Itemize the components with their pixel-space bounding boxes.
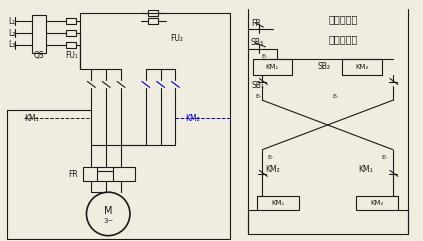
Text: KM₂: KM₂ — [371, 200, 384, 206]
Bar — [32, 15, 46, 53]
Text: L₂: L₂ — [8, 28, 16, 38]
Text: L₃: L₃ — [8, 40, 16, 49]
Text: FU₁: FU₁ — [66, 51, 79, 60]
Bar — [253, 59, 292, 74]
Text: SB₃: SB₃ — [250, 38, 264, 47]
Text: KM₁: KM₁ — [272, 200, 285, 206]
Text: 3~: 3~ — [103, 218, 113, 224]
Text: L₁: L₁ — [8, 17, 16, 26]
Text: M: M — [104, 206, 113, 216]
Text: E-: E- — [255, 94, 261, 99]
Text: E-: E- — [332, 94, 339, 99]
Bar — [66, 18, 76, 24]
Bar — [148, 18, 158, 24]
Text: KM₁: KM₁ — [24, 114, 39, 122]
Bar — [343, 59, 382, 74]
Text: KM₂: KM₂ — [185, 114, 200, 122]
Text: 正反转控制: 正反转控制 — [329, 34, 358, 44]
Text: KM₂: KM₂ — [265, 165, 280, 174]
Text: QS: QS — [34, 51, 44, 60]
Text: FR: FR — [252, 19, 261, 28]
Text: KM₂: KM₂ — [356, 64, 369, 70]
Text: 双重互锁的: 双重互锁的 — [329, 14, 358, 24]
Bar — [356, 196, 398, 210]
Bar — [258, 196, 299, 210]
Bar — [66, 42, 76, 48]
Text: SB₁: SB₁ — [252, 81, 264, 90]
Bar — [148, 10, 158, 16]
Text: FR: FR — [68, 170, 77, 179]
Text: KM₁: KM₁ — [358, 165, 373, 174]
Bar — [83, 167, 135, 181]
Bar — [66, 30, 76, 36]
Text: E-: E- — [267, 155, 274, 160]
Text: SB₂: SB₂ — [318, 62, 331, 71]
Text: KM₁: KM₁ — [266, 64, 279, 70]
Text: E-: E- — [382, 155, 388, 160]
Text: FU₂: FU₂ — [170, 34, 184, 43]
Text: E-: E- — [261, 54, 267, 59]
